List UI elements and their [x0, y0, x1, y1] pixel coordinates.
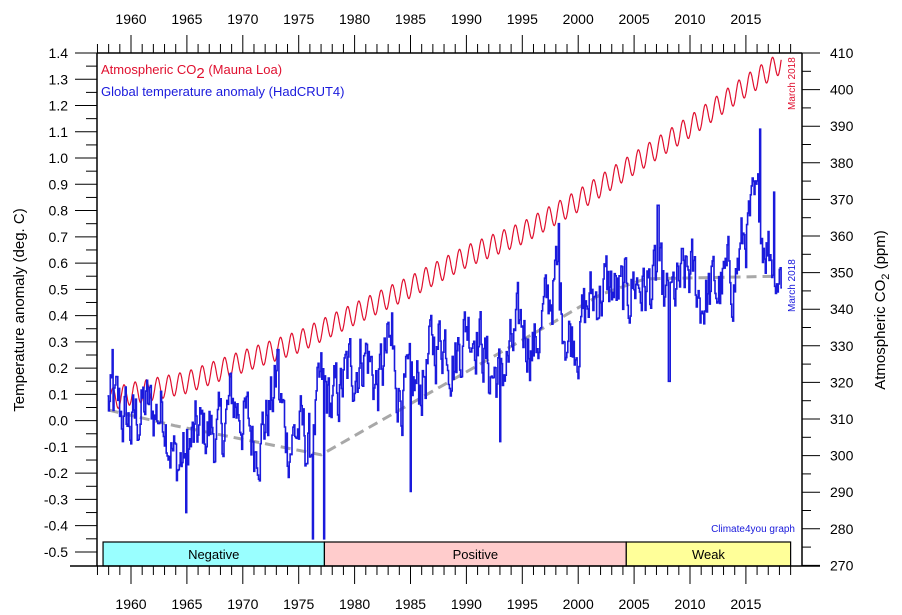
x-top-tick-label: 2015 — [730, 11, 761, 27]
band-rect — [323, 541, 627, 567]
y-right-tick-label: 310 — [830, 411, 854, 427]
x-top-tick-label: 1990 — [451, 11, 482, 27]
band-rect — [102, 541, 326, 567]
x-top-tick-label: 1995 — [507, 11, 538, 27]
y-right-tick-label: 400 — [830, 82, 854, 98]
y-left-tick-label: -0.4 — [44, 518, 68, 534]
y-left-tick-label: 0.0 — [49, 413, 69, 429]
y-right-axis-label: Atmospheric CO2 (ppm) — [872, 230, 892, 390]
y-right-tick-label: 270 — [830, 557, 854, 573]
x-top-tick-label: 2010 — [674, 11, 705, 27]
y-right-tick-label: 290 — [830, 484, 854, 500]
y-left-tick-label: 1.4 — [49, 45, 69, 61]
co2-end-annotation: March 2018 — [787, 57, 798, 110]
y-right-tick-label: 410 — [830, 45, 854, 61]
co2-series-line — [110, 56, 782, 410]
y-left-tick-label: 0.3 — [49, 334, 69, 350]
x-bottom-tick-label: 1990 — [451, 596, 482, 612]
legend-co2: Atmospheric CO2 (Mauna Loa) — [101, 62, 282, 82]
y-right-tick-label: 390 — [830, 118, 854, 134]
x-top-tick-label: 1970 — [227, 11, 258, 27]
band-positive: Positive — [323, 541, 627, 567]
x-bottom-tick-label: 1970 — [227, 596, 258, 612]
y-left-tick-label: 0.5 — [49, 281, 69, 297]
y-right-tick-label: 360 — [830, 228, 854, 244]
band-label: Positive — [453, 547, 499, 562]
trend-series-line — [108, 274, 780, 457]
y-left-tick-label: 0.8 — [49, 203, 69, 219]
phase-bands: Negative Positive Weak — [102, 541, 792, 567]
y-left-tick-label: 1.3 — [49, 71, 69, 87]
y-right-tick-label: 340 — [830, 301, 854, 317]
x-bottom-tick-label: 1980 — [339, 596, 370, 612]
x-bottom-tick-label: 1960 — [115, 596, 146, 612]
x-bottom-tick-label: 2010 — [674, 596, 705, 612]
band-label: Weak — [692, 547, 725, 562]
y-right-tick-label: 380 — [830, 155, 854, 171]
y-left-tick-label: 1.2 — [49, 98, 69, 114]
y-left-tick-label: 0.4 — [49, 308, 69, 324]
x-bottom-tick-label: 1965 — [171, 596, 202, 612]
y-right-tick-label: 350 — [830, 265, 854, 281]
x-bottom-tick-label: 1985 — [395, 596, 426, 612]
y-right-tick-label: 370 — [830, 191, 854, 207]
y-right-tick-label: 320 — [830, 374, 854, 390]
y-left-tick-label: 0.7 — [49, 229, 69, 245]
x-bottom-tick-label: 2000 — [563, 596, 594, 612]
band-label: Negative — [188, 547, 239, 562]
y-left-tick-label: -0.3 — [44, 491, 68, 507]
y-left-tick-label: 0.2 — [49, 360, 69, 376]
band-weak: Weak — [625, 541, 792, 567]
x-top-tick-label: 1980 — [339, 11, 370, 27]
y-right-tick-label: 300 — [830, 448, 854, 464]
x-top-tick-label: 1975 — [283, 11, 314, 27]
y-right-tick-label: 280 — [830, 521, 854, 537]
x-top-tick-label: 1985 — [395, 11, 426, 27]
x-top-tick-label: 2005 — [619, 11, 650, 27]
y-left-tick-label: -0.5 — [44, 544, 68, 560]
x-top-tick-label: 2000 — [563, 11, 594, 27]
y-left-tick-label: 1.1 — [49, 124, 69, 140]
y-right-tick-label: 330 — [830, 338, 854, 354]
y-left-tick-label: 1.0 — [49, 150, 69, 166]
x-bottom-tick-label: 1995 — [507, 596, 538, 612]
y-left-tick-label: -0.1 — [44, 439, 68, 455]
x-bottom-tick-label: 2005 — [619, 596, 650, 612]
axes-frame — [70, 52, 820, 567]
temp-end-annotation: March 2018 — [787, 259, 798, 312]
y-left-tick-label: -0.2 — [44, 465, 68, 481]
temperature-series-line — [107, 128, 782, 540]
x-top-tick-label: 1960 — [115, 11, 146, 27]
y-left-tick-label: 0.9 — [49, 176, 69, 192]
band-negative: Negative — [102, 541, 326, 567]
x-top-tick-label: 1965 — [171, 11, 202, 27]
x-bottom-tick-label: 2015 — [730, 596, 761, 612]
y-left-tick-label: 0.1 — [49, 386, 69, 402]
legend-temperature: Global temperature anomaly (HadCRUT4) — [101, 84, 344, 99]
credit-text: Climate4you graph — [711, 524, 795, 535]
y-left-tick-label: 0.6 — [49, 255, 69, 271]
x-bottom-tick-label: 1975 — [283, 596, 314, 612]
y-left-axis-label: Temperature anomaly (deg. C) — [11, 208, 28, 411]
